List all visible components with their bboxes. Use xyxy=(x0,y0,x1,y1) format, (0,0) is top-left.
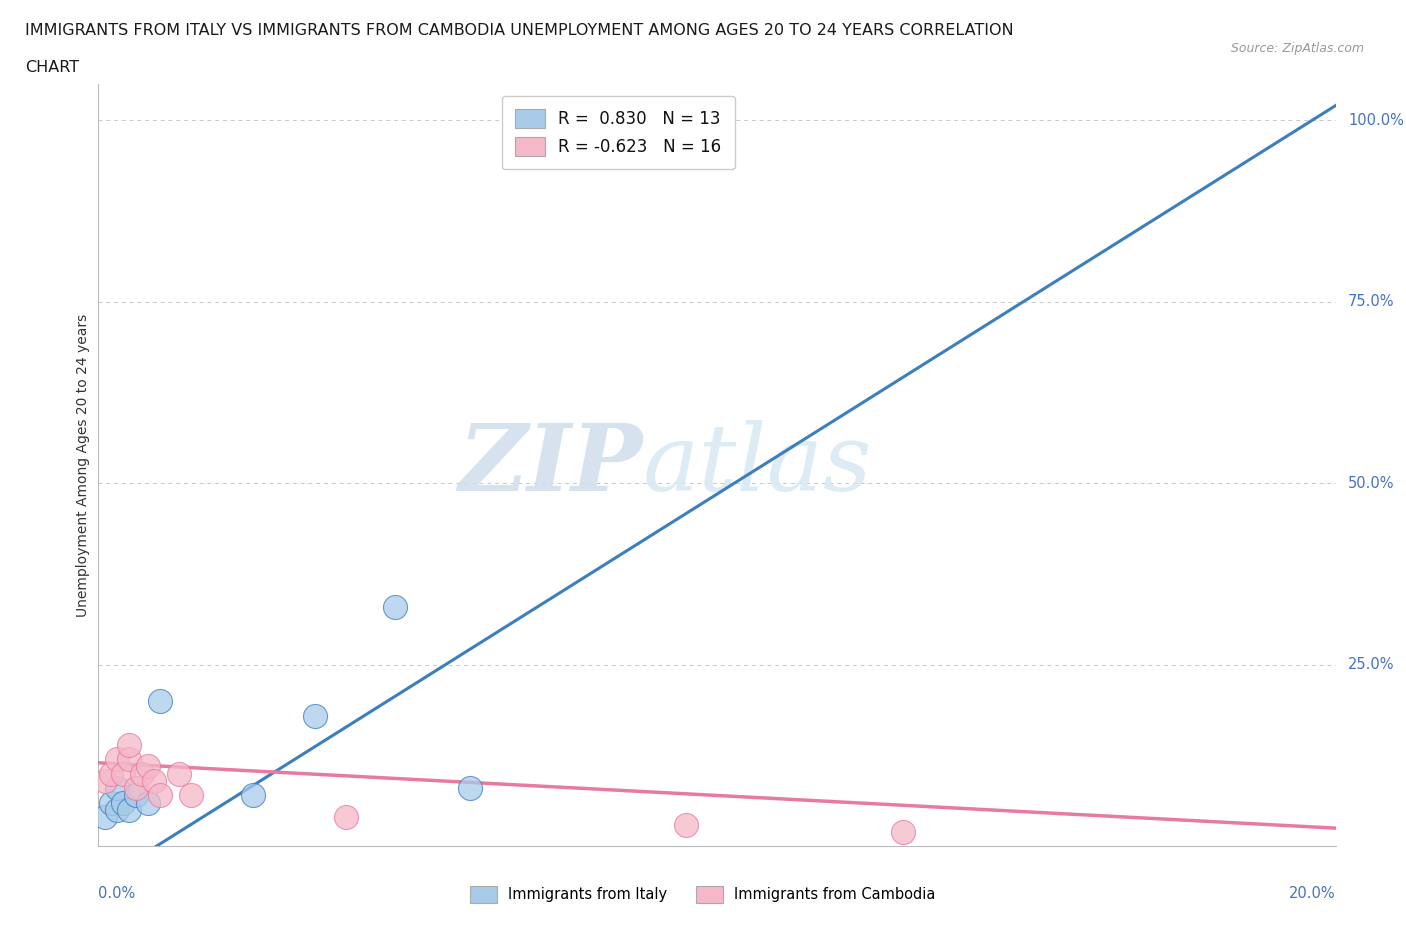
Point xyxy=(105,803,128,817)
Point xyxy=(124,788,146,803)
Text: 20.0%: 20.0% xyxy=(1289,886,1336,901)
Point xyxy=(304,708,326,723)
Point xyxy=(136,795,159,810)
Point xyxy=(675,817,697,832)
Point xyxy=(118,751,141,766)
Text: 50.0%: 50.0% xyxy=(1348,475,1395,491)
Text: 0.0%: 0.0% xyxy=(98,886,135,901)
Point xyxy=(112,795,135,810)
Point xyxy=(105,751,128,766)
Point xyxy=(105,781,128,796)
Text: 100.0%: 100.0% xyxy=(1348,113,1405,127)
Point xyxy=(891,824,914,839)
Point xyxy=(93,810,115,825)
Point xyxy=(149,788,172,803)
Point xyxy=(131,766,153,781)
Point xyxy=(180,788,202,803)
Text: 75.0%: 75.0% xyxy=(1348,294,1395,309)
Point xyxy=(93,774,115,789)
Text: CHART: CHART xyxy=(25,60,79,75)
Legend: Immigrants from Italy, Immigrants from Cambodia: Immigrants from Italy, Immigrants from C… xyxy=(464,881,942,909)
Point xyxy=(458,781,481,796)
Point xyxy=(118,803,141,817)
Point xyxy=(149,694,172,709)
Point xyxy=(335,810,357,825)
Y-axis label: Unemployment Among Ages 20 to 24 years: Unemployment Among Ages 20 to 24 years xyxy=(76,313,90,617)
Text: atlas: atlas xyxy=(643,420,872,510)
Point xyxy=(242,788,264,803)
Point xyxy=(143,774,166,789)
Point xyxy=(118,737,141,752)
Point xyxy=(167,766,190,781)
Point xyxy=(100,795,122,810)
Text: 25.0%: 25.0% xyxy=(1348,658,1395,672)
Point xyxy=(124,781,146,796)
Point xyxy=(100,766,122,781)
Text: Source: ZipAtlas.com: Source: ZipAtlas.com xyxy=(1230,42,1364,55)
Point xyxy=(384,599,406,614)
Legend: R =  0.830   N = 13, R = -0.623   N = 16: R = 0.830 N = 13, R = -0.623 N = 16 xyxy=(502,96,735,169)
Point xyxy=(112,766,135,781)
Text: IMMIGRANTS FROM ITALY VS IMMIGRANTS FROM CAMBODIA UNEMPLOYMENT AMONG AGES 20 TO : IMMIGRANTS FROM ITALY VS IMMIGRANTS FROM… xyxy=(25,23,1014,38)
Point xyxy=(136,759,159,774)
Text: ZIP: ZIP xyxy=(458,420,643,510)
